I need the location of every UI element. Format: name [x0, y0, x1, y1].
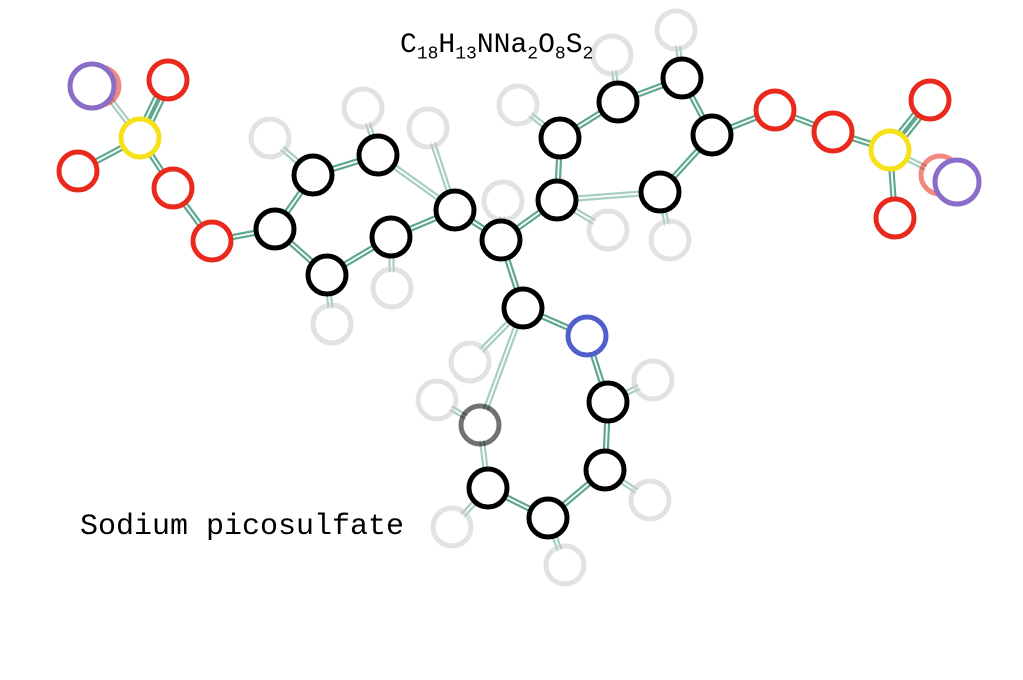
atom-carbon: [504, 289, 542, 327]
atom-oxygen: [876, 199, 914, 237]
atom-carbon: [436, 191, 474, 229]
atom-carbon: [541, 119, 579, 157]
atom-hydrogen: [373, 269, 411, 307]
atom-hydrogen: [631, 481, 669, 519]
atom-hydrogen: [418, 381, 456, 419]
atom-carbon: [693, 116, 731, 154]
atom-oxygen: [154, 169, 192, 207]
atom-oxygen: [149, 61, 187, 99]
molecule-canvas: [0, 0, 1023, 680]
atom-sodium: [935, 160, 979, 204]
atom-sulfur: [871, 131, 909, 169]
atom-carbon: [529, 499, 567, 537]
atom-hydrogen: [634, 361, 672, 399]
atom-hydrogen: [344, 89, 382, 127]
atom-oxygen: [193, 222, 231, 260]
atom-hydrogen: [409, 109, 447, 147]
atom-oxygen: [756, 91, 794, 129]
atom-carbon: [461, 406, 499, 444]
atom-hydrogen: [433, 508, 471, 546]
compound-name: Sodium picosulfate: [80, 510, 404, 544]
atom-carbon: [663, 59, 701, 97]
atom-oxygen: [911, 81, 949, 119]
atom-carbon: [641, 173, 679, 211]
atom-hydrogen: [451, 343, 489, 381]
atom-hydrogen: [651, 221, 689, 259]
atom-hydrogen: [251, 119, 289, 157]
atom-carbon: [586, 451, 624, 489]
atom-hydrogen: [593, 36, 631, 74]
atom-hydrogen: [484, 182, 522, 220]
atom-carbon: [359, 136, 397, 174]
atom-carbon: [372, 218, 410, 256]
atom-nitrogen: [568, 317, 606, 355]
atom-hydrogen: [313, 305, 351, 343]
atom-carbon: [469, 469, 507, 507]
atom-carbon: [294, 156, 332, 194]
atom-carbon: [599, 83, 637, 121]
atom-hydrogen: [657, 11, 695, 49]
molecular-formula: C18H13NNa2O8S2: [400, 30, 593, 65]
atom-carbon: [589, 383, 627, 421]
atom-hydrogen: [499, 86, 537, 124]
atom-sodium: [70, 64, 114, 108]
atom-carbon: [308, 256, 346, 294]
atom-carbon: [482, 221, 520, 259]
atom-carbon: [256, 210, 294, 248]
atom-hydrogen: [589, 211, 627, 249]
atom-carbon: [538, 181, 576, 219]
atom-hydrogen: [546, 546, 584, 584]
atom-oxygen: [59, 152, 97, 190]
atom-oxygen: [814, 113, 852, 151]
atom-sulfur: [121, 119, 159, 157]
